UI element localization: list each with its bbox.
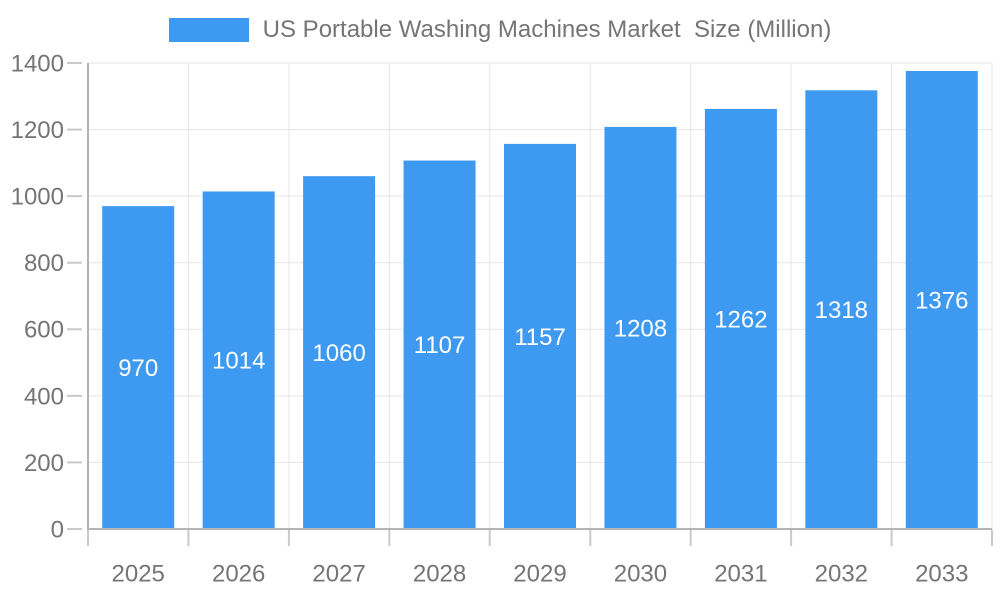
x-tick-label: 2031 xyxy=(714,560,767,587)
bar-value-label: 1376 xyxy=(915,287,968,314)
legend-label[interactable]: US Portable Washing Machines Market Size… xyxy=(262,16,832,43)
x-tick-label: 2029 xyxy=(513,560,566,587)
y-tick-label: 1200 xyxy=(11,117,64,144)
x-tick-label: 2026 xyxy=(212,560,265,587)
x-tick-label: 2030 xyxy=(614,560,667,587)
y-tick-label: 1000 xyxy=(11,184,64,211)
bar[interactable] xyxy=(704,108,777,529)
legend-swatch[interactable] xyxy=(168,18,249,42)
bar-value-label: 1014 xyxy=(212,348,265,375)
y-tick-label: 600 xyxy=(24,317,64,344)
bar[interactable] xyxy=(102,206,175,529)
x-tick-label: 2032 xyxy=(815,560,868,587)
bar-value-label: 1157 xyxy=(514,324,566,351)
bar[interactable] xyxy=(202,191,275,530)
x-tick-label: 2033 xyxy=(915,560,968,587)
legend[interactable]: US Portable Washing Machines Market Size… xyxy=(0,16,1000,44)
y-tick-label: 1400 xyxy=(11,50,64,77)
y-tick-label: 800 xyxy=(24,250,64,277)
bar-value-label: 1262 xyxy=(714,306,767,333)
x-tick-label: 2028 xyxy=(413,560,466,587)
bar[interactable] xyxy=(805,90,878,530)
x-tick-label: 2025 xyxy=(112,560,165,587)
bar-value-label: 1208 xyxy=(614,315,667,342)
y-tick-label: 0 xyxy=(51,516,64,543)
bar-value-label: 1107 xyxy=(414,332,466,359)
bar[interactable] xyxy=(905,70,978,529)
bar-value-label: 1060 xyxy=(312,340,365,367)
y-tick-label: 400 xyxy=(24,383,64,410)
bar-value-label: 1318 xyxy=(815,297,868,324)
bar[interactable] xyxy=(504,143,576,530)
bar[interactable] xyxy=(403,160,476,529)
bar[interactable] xyxy=(303,176,376,529)
bar[interactable] xyxy=(604,126,677,529)
y-tick-label: 200 xyxy=(24,450,64,477)
bar-value-label: 970 xyxy=(118,355,158,382)
x-tick-label: 2027 xyxy=(312,560,365,587)
